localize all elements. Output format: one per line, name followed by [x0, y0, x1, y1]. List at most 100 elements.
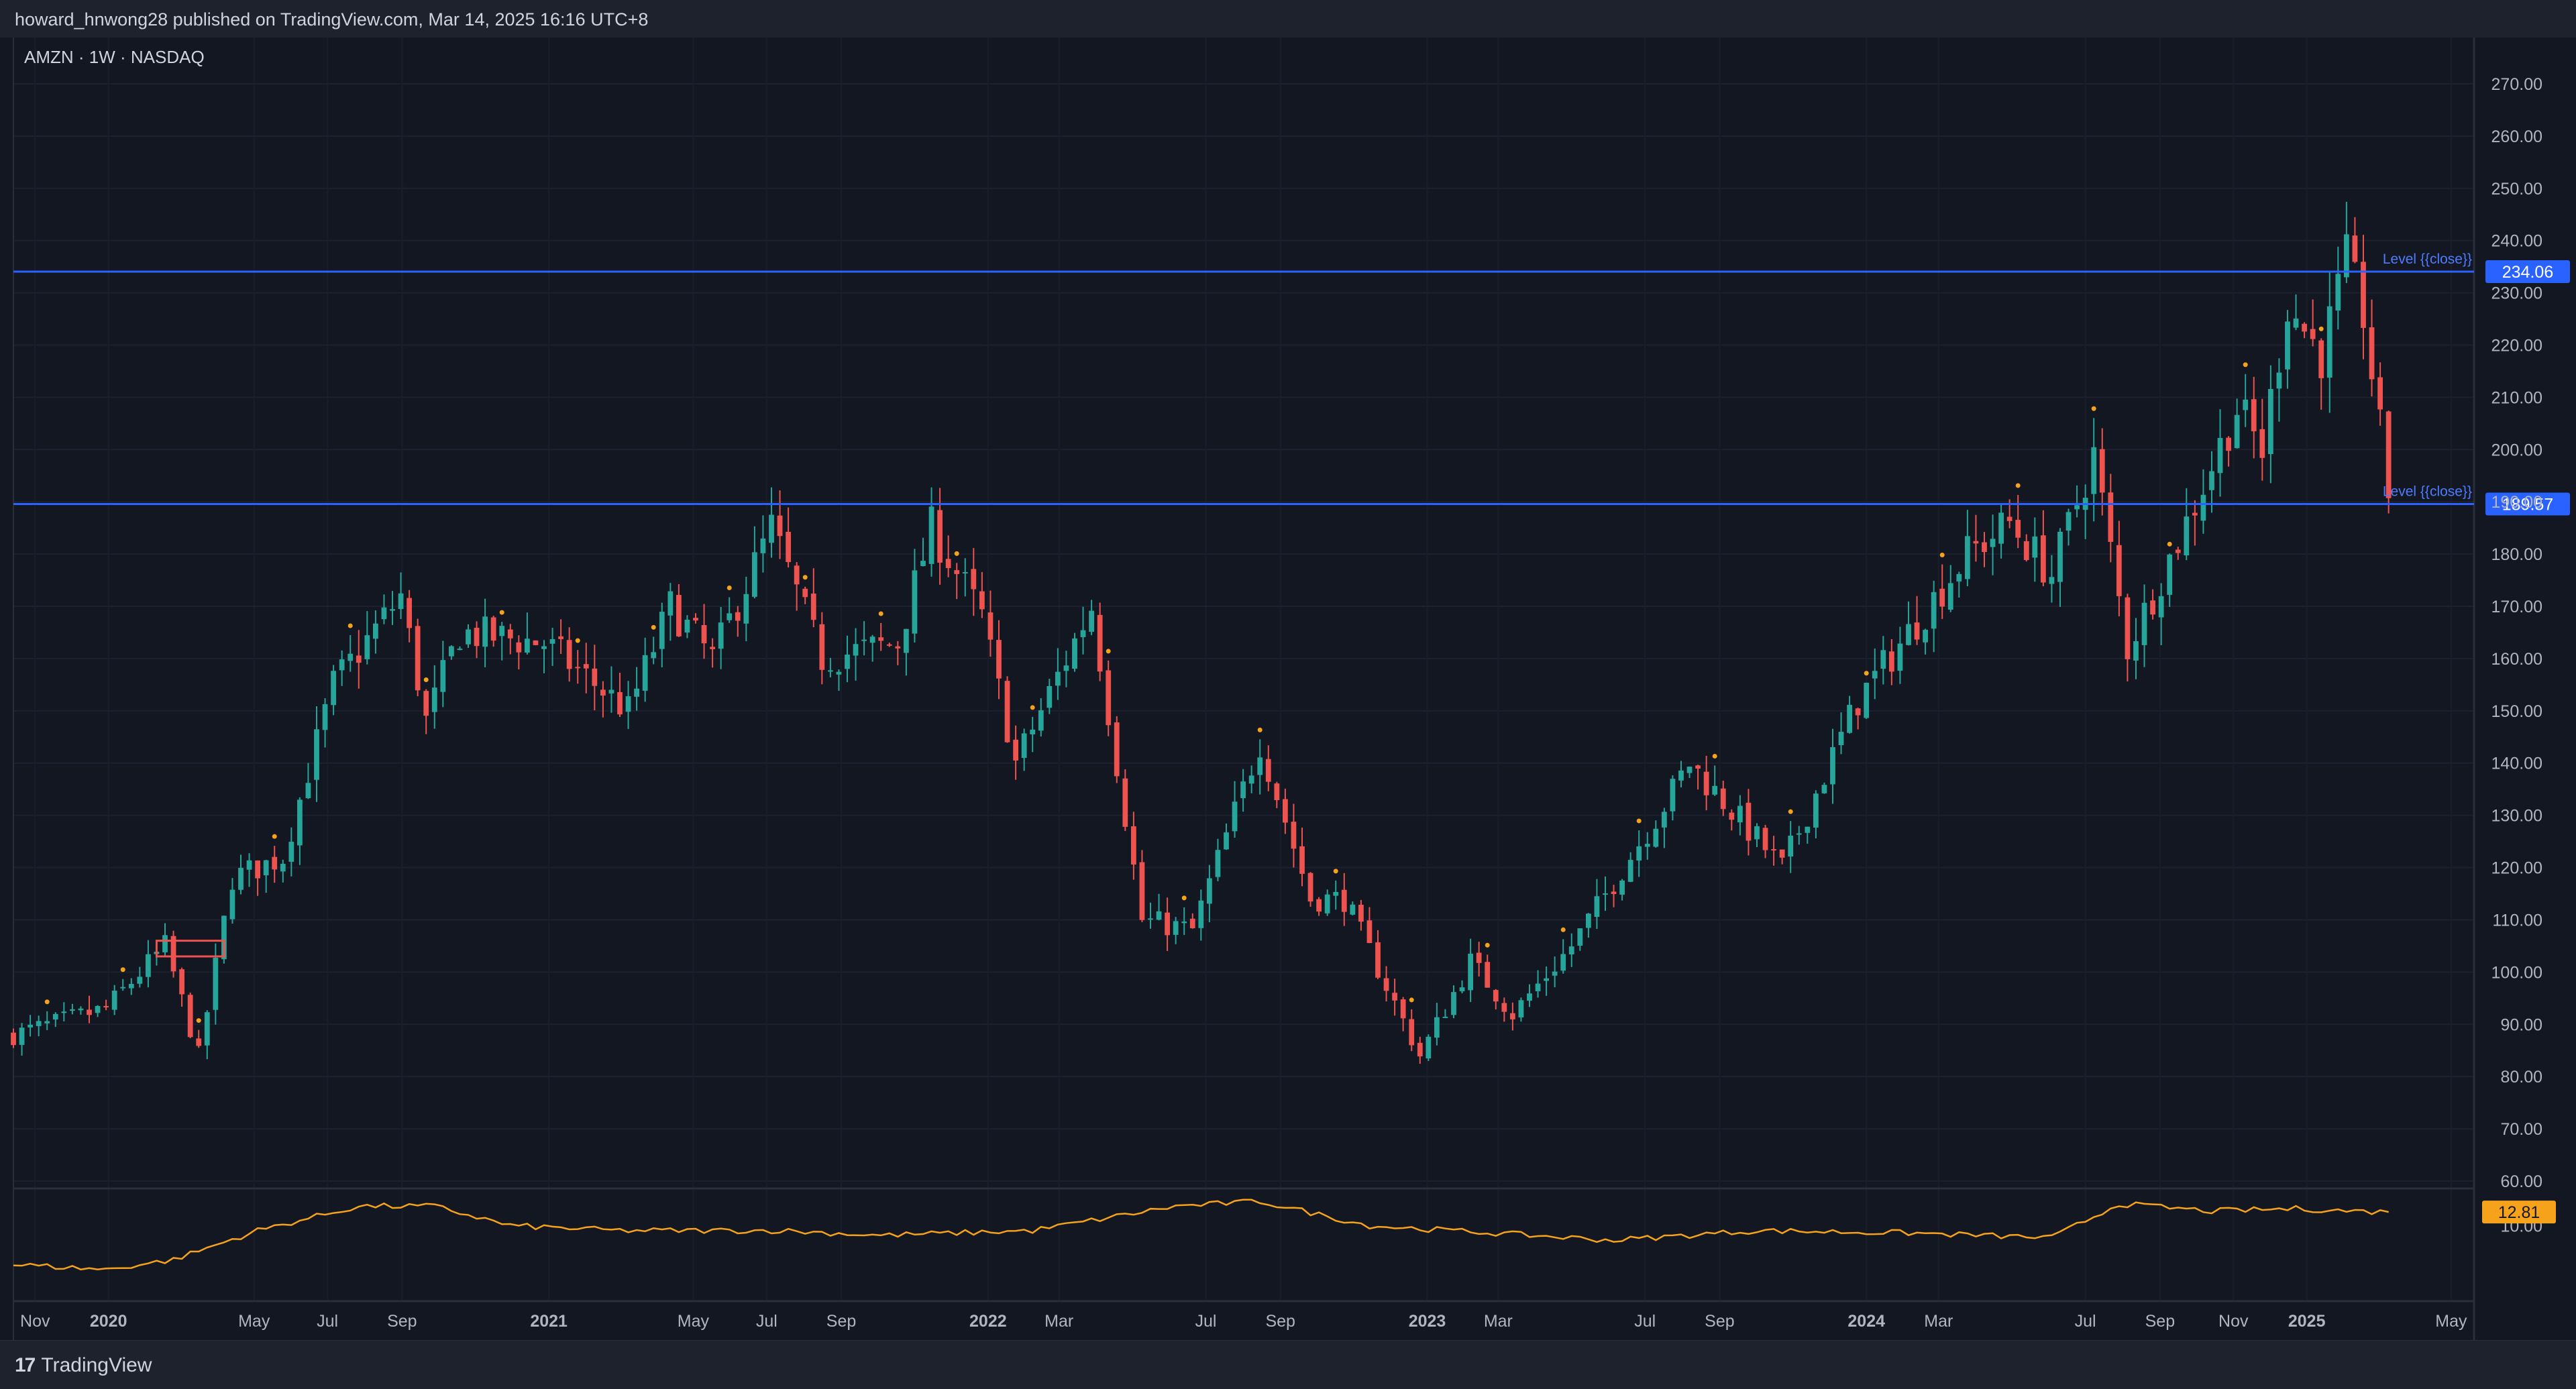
indicator-value-label: 12.81	[2498, 1203, 2540, 1222]
candle-body	[1148, 918, 1153, 920]
candle-body	[1796, 833, 1802, 835]
candle-body	[1670, 779, 1676, 812]
candle-body	[1173, 921, 1179, 935]
candle-body	[44, 1021, 50, 1023]
signal-marker	[1788, 809, 1793, 814]
candle-body	[499, 626, 505, 636]
candle-body	[507, 629, 513, 638]
price-tick-label: 150.00	[2491, 702, 2542, 721]
candle-body	[288, 842, 294, 862]
candle-body	[1577, 928, 1583, 946]
signal-marker	[575, 638, 580, 643]
candle-body	[179, 969, 185, 995]
candle-body	[1627, 860, 1633, 882]
candle-body	[204, 1012, 210, 1046]
candle-body	[61, 1011, 67, 1013]
candle-body	[869, 636, 875, 643]
time-tick-label: 2025	[2288, 1312, 2326, 1331]
candle-body	[693, 618, 698, 621]
candle-body	[1947, 583, 1953, 610]
price-tick-label: 120.00	[2491, 859, 2542, 878]
candle-body	[962, 572, 968, 574]
candle-body	[1324, 894, 1330, 913]
candle-body	[2326, 306, 2332, 378]
candle-body	[1038, 710, 1044, 731]
candle-body	[769, 514, 774, 543]
candle-body	[1282, 799, 1288, 823]
bottom-bar: 17 TradingView	[0, 1340, 2576, 1389]
candle-body	[2108, 492, 2114, 542]
candle-body	[322, 704, 328, 730]
signal-marker	[2243, 362, 2248, 368]
candle-body	[2276, 372, 2282, 389]
candle-body	[819, 624, 825, 670]
candle-body	[1855, 708, 1861, 716]
candle-body	[415, 626, 421, 691]
candle-body	[1560, 954, 1566, 971]
candle-body	[2150, 600, 2155, 615]
candle-body	[238, 867, 244, 890]
candle-body	[533, 640, 539, 645]
price-tick-label: 110.00	[2492, 911, 2542, 930]
signal-marker	[1636, 818, 1642, 824]
candle-body	[364, 635, 370, 659]
candle-body	[1888, 651, 1894, 672]
candle-body	[1122, 778, 1128, 827]
signal-marker	[423, 677, 429, 683]
candle-body	[2318, 340, 2324, 378]
signal-marker	[651, 624, 656, 630]
candle-body	[187, 995, 193, 1038]
candle-body	[1973, 541, 1979, 544]
candle-body	[1535, 983, 1541, 991]
price-tick-label: 140.00	[2491, 755, 2542, 773]
price-tick-label: 130.00	[2491, 807, 2542, 826]
candle-body	[1636, 846, 1642, 861]
time-tick-label: Jul	[1634, 1312, 1656, 1331]
signal-marker	[2091, 406, 2096, 411]
price-tick-label: 240.00	[2491, 232, 2542, 251]
level-price-label: 189.57	[2502, 496, 2553, 514]
candle-body	[381, 607, 387, 620]
candle-body	[1156, 911, 1162, 920]
candle-body	[2049, 577, 2055, 584]
candle-body	[1366, 920, 1373, 944]
candle-body	[524, 638, 530, 653]
candle-body	[1097, 614, 1103, 672]
candle-body	[861, 639, 867, 641]
candle-body	[339, 659, 345, 671]
candle-body	[440, 660, 446, 692]
candle-body	[2184, 516, 2190, 556]
candle-body	[1004, 681, 1010, 742]
candle-body	[2377, 377, 2383, 410]
candle-body	[2243, 399, 2249, 410]
level-price-label: 234.06	[2502, 263, 2553, 282]
time-tick-label: Sep	[387, 1312, 417, 1331]
price-tick-label: 210.00	[2491, 388, 2542, 407]
highlight-box	[155, 940, 225, 958]
candle-body	[331, 671, 337, 706]
candle-body	[1055, 671, 1061, 686]
candle-body	[1106, 670, 1112, 726]
candle-body	[2343, 234, 2349, 278]
price-tick-label: 270.00	[2491, 75, 2542, 94]
candle-body	[128, 984, 134, 989]
candle-body	[490, 617, 496, 641]
candle-body	[255, 860, 261, 879]
price-chart[interactable]: AMZN · 1W · NASDAQ Level {{close}} 234.06 L…	[0, 38, 2576, 1340]
tradingview-brand[interactable]: 17 TradingView	[15, 1354, 152, 1377]
signal-marker	[1939, 553, 1945, 558]
candle-body	[945, 559, 951, 569]
candle-body	[651, 652, 657, 659]
candle-body	[642, 655, 648, 691]
candle-body	[845, 654, 850, 669]
candle-body	[1998, 512, 2004, 544]
candle-body	[1139, 862, 1145, 920]
candle-body	[928, 506, 934, 564]
candle-body	[2352, 235, 2358, 262]
candle-body	[1291, 822, 1297, 849]
candle-body	[617, 691, 623, 715]
candle-body	[684, 620, 690, 633]
candle-body	[516, 642, 522, 653]
candle-body	[751, 552, 757, 597]
candle-body	[760, 538, 766, 553]
